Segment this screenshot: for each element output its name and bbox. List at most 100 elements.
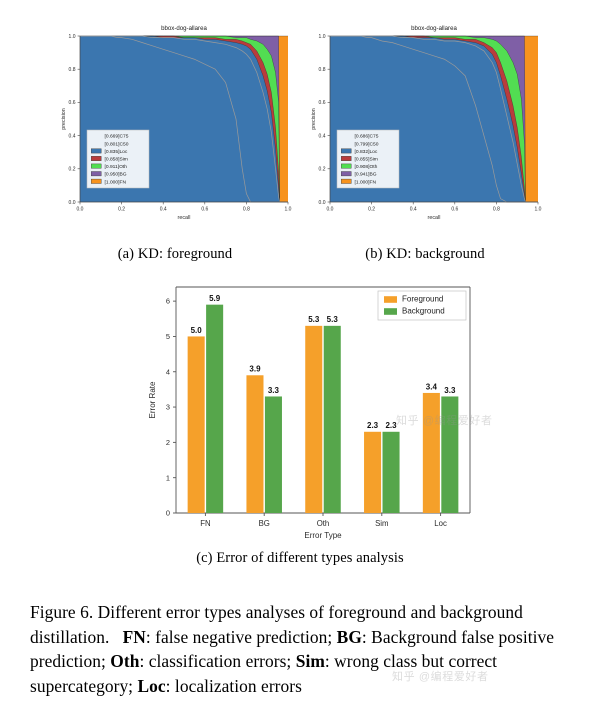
- bar-ytick-label: 4: [166, 367, 170, 376]
- pr-legend-swatch: [91, 171, 102, 177]
- bar-legend-swatch-foreground: [384, 296, 397, 303]
- error-rate-bar-chart: 0 1 2 3 4 5 6 5.0 5.9 FN 3.9 3.3 BG 5.3 5.3 Oth 2.3 2.3 Si…: [148, 286, 471, 540]
- bar-chart-panel: 0 1 2 3 4 5 6 5.0 5.9 FN 3.9 3.3 BG 5.3 5.3 Oth 2.3 2.3 Si…: [130, 275, 482, 547]
- pr-xtick-label: 0.0: [327, 207, 334, 213]
- pr-legend-swatch: [91, 178, 102, 184]
- bar-value-label: 5.9: [209, 294, 221, 303]
- pr-legend-label: [1.000]FN: [105, 179, 127, 185]
- bar-fn-background: [206, 304, 224, 513]
- pr-ytick-label: 0.8: [69, 67, 76, 73]
- caption-desc-fn: : false negative prediction;: [145, 626, 333, 647]
- bar-xtick-label: Oth: [317, 519, 330, 528]
- bar-legend-label-background: Background: [402, 307, 445, 316]
- pr-ytick-label: 0.8: [319, 67, 326, 73]
- pr-xtick-label: 0.2: [118, 207, 125, 213]
- pr-title: bbox-dog-allarea: [161, 25, 207, 32]
- pr-xtick-label: 0.0: [77, 207, 84, 213]
- bar-value-label: 3.9: [249, 365, 261, 374]
- pr-ylabel: precision: [61, 108, 67, 130]
- bar-value-label: 5.3: [308, 315, 320, 324]
- pr-xtick-label: 1.0: [535, 207, 542, 213]
- pr-xtick-label: 0.2: [368, 207, 375, 213]
- pr-xtick-label: 0.4: [160, 207, 167, 213]
- pr-legend-swatch: [91, 148, 102, 154]
- bar-xtick-label: BG: [259, 519, 270, 528]
- bar-xtick-label: Loc: [434, 519, 447, 528]
- pr-legend-label: [0.855]Sim: [355, 157, 378, 163]
- bar-ytick-label: 5: [166, 332, 170, 341]
- pr-legend-label: [1.000]FN: [355, 179, 377, 185]
- pr-legend-swatch: [91, 163, 102, 169]
- bar-legend-box: [377, 290, 467, 321]
- pr-legend-label: [0.941]BG: [355, 172, 377, 178]
- subcaption-a: (a) KD: foreground: [117, 246, 233, 262]
- bar-oth-foreground: [305, 325, 323, 513]
- bar-oth-background: [323, 325, 341, 513]
- pr-xtick-label: 0.8: [493, 207, 500, 213]
- caption-term-oth: Oth: [110, 651, 140, 671]
- pr-ytick-label: 0.4: [319, 133, 326, 139]
- bar-loc-foreground: [422, 392, 440, 513]
- bar-ylabel: Error Rate: [148, 381, 157, 418]
- pr-xlabel: recall: [178, 215, 191, 221]
- pr-legend-swatch: [341, 156, 352, 161]
- pr-panel-foreground: bbox-dog-allarea 0.0 0.2 0.4 0.6 0.8 1.0 0.0 0.2…: [50, 14, 300, 244]
- bar-value-label: 2.3: [367, 421, 379, 430]
- pr-ytick-label: 0.0: [319, 200, 326, 206]
- bar-ytick-label: 1: [166, 473, 170, 482]
- bar-sim-background: [382, 431, 400, 513]
- pr-xtick-label: 1.0: [285, 207, 292, 213]
- caption-desc-sim: : wrong class but correct supercategory;: [30, 651, 498, 696]
- pr-legend-label: [0.911]Oth: [105, 164, 128, 170]
- pr-legend-label: [0.835]Loc: [105, 149, 128, 155]
- pr-legend-label: [0.858]Sim: [105, 157, 128, 163]
- pr-title: bbox-dog-allarea: [411, 25, 457, 32]
- caption-number: Figure 6.: [30, 602, 94, 622]
- pr-ytick-label: 0.2: [69, 167, 76, 173]
- pr-legend-swatch: [341, 148, 352, 154]
- pr-ytick-label: 0.0: [69, 200, 76, 206]
- bar-ytick-label: 6: [166, 297, 170, 306]
- pr-ytick-label: 0.6: [319, 100, 326, 106]
- bar-value-label: 5.0: [191, 326, 203, 335]
- bar-ytick-label: 3: [166, 403, 170, 412]
- pr-ytick-label: 0.4: [69, 133, 76, 139]
- pr-legend-label: [0.669]C75: [105, 134, 129, 140]
- bar-xtick-label: Sim: [375, 519, 388, 528]
- pr-legend-label: [0.801]C50: [105, 141, 129, 147]
- pr-legend-label: [0.832]Loc: [355, 149, 378, 155]
- bar-legend-label-foreground: Foreground: [402, 295, 443, 304]
- bar-loc-background: [441, 396, 459, 513]
- bar-xlabel: Error Type: [304, 531, 342, 540]
- pr-legend-swatch: [341, 178, 352, 184]
- pr-xtick-label: 0.6: [201, 207, 208, 213]
- pr-xtick-label: 0.8: [243, 207, 250, 213]
- subcaption-c: (c) Error of different types analysis: [196, 550, 404, 566]
- bar-sim-foreground: [364, 431, 382, 513]
- pr-line-c50: [330, 35, 538, 203]
- bar-legend-swatch-background: [384, 308, 397, 315]
- pr-legend-swatch: [341, 171, 352, 177]
- bar-bg-foreground: [246, 375, 264, 513]
- bar-bg-background: [264, 396, 282, 513]
- pr-legend-label: [0.950]BG: [105, 172, 127, 178]
- pr-legend-swatch: [91, 156, 102, 161]
- bar-fn-foreground: [187, 336, 205, 513]
- caption-desc-bg: : Background false positive prediction;: [30, 626, 555, 672]
- bar-value-label: 2.3: [385, 421, 397, 430]
- pr-curve-row: bbox-dog-allarea 0.0 0.2 0.4 0.6 0.8 1.0 0.0 0.2…: [0, 14, 600, 262]
- bar-value-label: 3.3: [268, 386, 280, 395]
- subcaption-b: (b) KD: background: [365, 246, 485, 262]
- caption-term-loc: Loc: [137, 675, 166, 696]
- bar-value-label: 5.3: [327, 315, 339, 324]
- pr-chart-foreground: bbox-dog-allarea 0.0 0.2 0.4 0.6 0.8 1.0 0.0 0.2…: [61, 25, 292, 221]
- bar-xtick-label: FN: [200, 519, 210, 528]
- pr-panel-background: bbox-dog-allarea 0.0 0.2 0.4 0.6 0.8 1.0 0.0 0.2…: [300, 14, 550, 244]
- pr-ytick-label: 0.6: [69, 100, 76, 106]
- figure-caption: Figure 6. Different error types analyses…: [30, 600, 572, 698]
- caption-term-sim: Sim: [295, 651, 325, 671]
- pr-ytick-label: 0.2: [319, 167, 326, 173]
- pr-xlabel: recall: [428, 215, 441, 221]
- caption-desc-oth: : classification errors;: [139, 651, 292, 671]
